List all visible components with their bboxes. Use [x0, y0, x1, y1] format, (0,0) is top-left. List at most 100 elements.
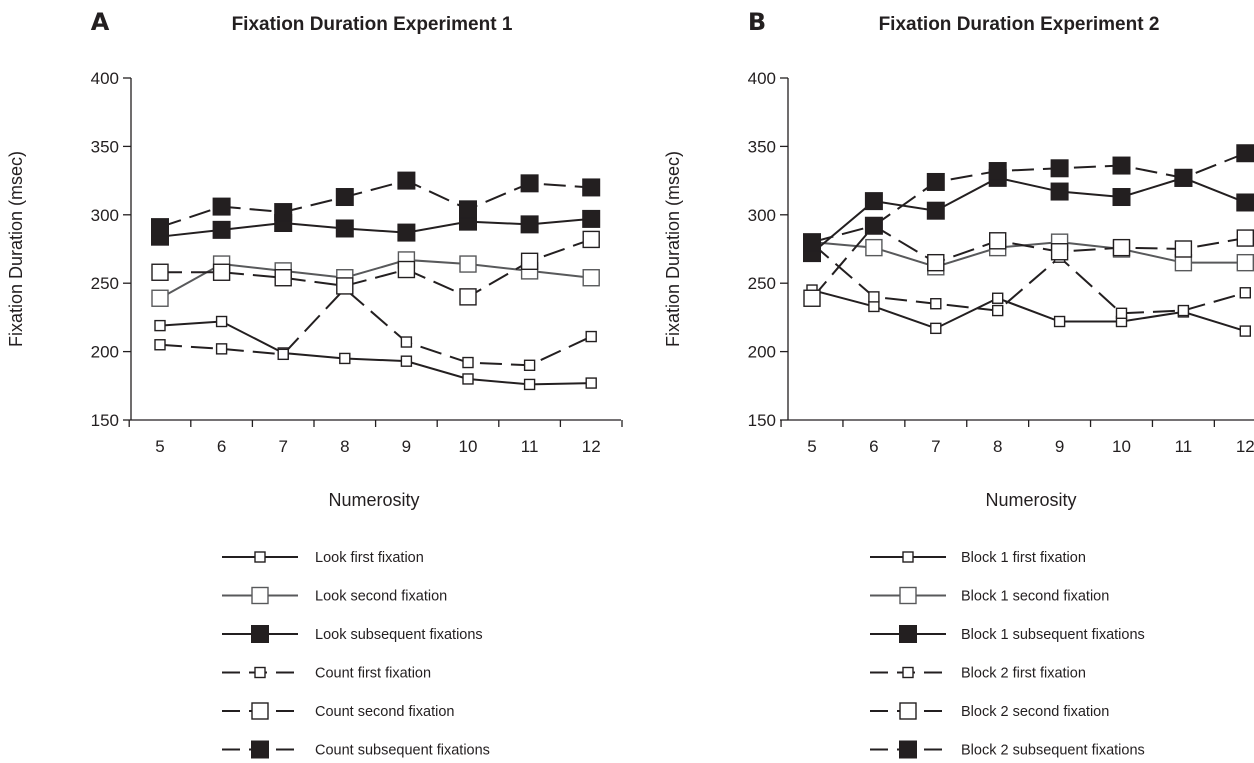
data-point: [154, 339, 166, 351]
data-point: [520, 174, 539, 193]
x-tick-label: 5: [155, 437, 164, 456]
data-point: [585, 377, 597, 389]
data-point: [868, 300, 880, 313]
data-point: [400, 336, 413, 348]
x-tick-label: 8: [340, 437, 349, 456]
data-point: [335, 188, 354, 207]
legend-label: Block 2 first fixation: [961, 666, 1086, 682]
legend-item: Block 2 first fixation: [870, 666, 1086, 682]
legend-label: Look second fixation: [315, 589, 447, 605]
y-tick-label: 300: [748, 206, 776, 225]
chart-panel-b: B Fixation Duration Experiment 2 150 200 250…: [663, 8, 1254, 759]
legend-item: Block 2 second fixation: [870, 702, 1109, 720]
legend-item: Look second fixation: [222, 586, 447, 605]
data-point: [151, 263, 169, 281]
legend-item: Block 1 first fixation: [870, 550, 1086, 566]
legend-item: Block 1 subsequent fixations: [870, 625, 1145, 643]
series-line: [159, 179, 592, 229]
panel-letter: A: [91, 8, 110, 36]
series-2: [159, 258, 592, 300]
y-tick-label: 200: [748, 343, 776, 362]
data-point: [582, 269, 600, 287]
data-point: [397, 260, 416, 279]
data-point: [215, 343, 228, 355]
y-tick-label: 350: [748, 137, 776, 156]
legend-marker: [251, 586, 269, 605]
x-tick-label: 7: [931, 437, 940, 456]
legend-label: Look first fixation: [315, 550, 424, 566]
legend: Block 1 first fixation Block 1 second fix…: [870, 550, 1145, 759]
data-point: [523, 378, 536, 391]
data-point: [1239, 325, 1252, 337]
y-tick-label: 400: [748, 69, 776, 88]
data-point: [1112, 188, 1131, 207]
series-6: [159, 179, 592, 229]
series-line: [159, 320, 592, 386]
x-axis-label: Numerosity: [328, 490, 419, 510]
data-point: [462, 373, 474, 385]
x-tick-label: 9: [402, 437, 411, 456]
data-point: [1050, 159, 1069, 178]
data-point: [1174, 240, 1193, 258]
y-axis-label: Fixation Duration (msec): [6, 151, 26, 347]
data-point: [803, 289, 821, 307]
y-tick-label: 300: [91, 206, 119, 225]
legend-item: Block 1 second fixation: [870, 586, 1109, 605]
data-point: [864, 192, 883, 211]
data-point: [1050, 243, 1069, 261]
data-point: [1112, 156, 1131, 175]
legend-label: Block 1 first fixation: [961, 550, 1086, 566]
y-tick-label: 400: [91, 69, 119, 88]
chart-title: Fixation Duration Experiment 2: [879, 14, 1160, 35]
x-tick-label: 5: [807, 437, 816, 456]
y-tick-label: 150: [748, 411, 776, 430]
data-point: [336, 277, 354, 295]
series-2: [811, 241, 1246, 268]
series-1: [159, 320, 592, 386]
data-point: [582, 209, 601, 228]
data-point: [926, 172, 945, 191]
legend-marker: [251, 740, 269, 759]
series-5: [160, 238, 592, 299]
legend-label: Block 2 second fixation: [961, 704, 1109, 720]
y-tick-label: 250: [748, 274, 776, 293]
y-tick-label: 150: [91, 411, 119, 430]
data-point: [277, 348, 289, 361]
series-3: [159, 217, 592, 238]
series-line: [811, 224, 1246, 299]
series-3: [811, 176, 1246, 254]
data-point: [864, 216, 883, 235]
legend-label: Count second fixation: [315, 704, 454, 720]
data-point: [212, 197, 231, 216]
legend-marker: [899, 702, 917, 720]
series-line: [811, 152, 1246, 244]
series-line: [811, 242, 1246, 315]
series-line: [811, 241, 1246, 268]
x-tick-label: 10: [459, 437, 478, 456]
x-tick-label: 12: [582, 437, 601, 456]
data-point: [274, 269, 292, 287]
data-point: [1239, 287, 1252, 299]
x-tick-label: 11: [521, 437, 539, 456]
data-point: [1236, 193, 1254, 212]
legend-marker: [254, 551, 266, 563]
chart-title: Fixation Duration Experiment 1: [232, 14, 513, 35]
data-point: [992, 304, 1004, 317]
data-point: [1115, 307, 1128, 319]
series-line: [160, 238, 592, 299]
data-point: [582, 230, 600, 249]
data-point: [992, 292, 1004, 304]
data-point: [397, 171, 416, 190]
data-point: [459, 288, 477, 306]
data-point: [1112, 238, 1131, 257]
legend-marker: [254, 666, 266, 679]
legend-item: Count subsequent fixations: [222, 740, 490, 759]
x-tick-label: 8: [993, 437, 1002, 456]
x-tick-label: 7: [278, 437, 287, 456]
data-point: [212, 220, 231, 239]
chart-panel-a: A Fixation Duration Experiment 1 150 200 250…: [6, 8, 623, 759]
x-tick-label: 9: [1055, 437, 1064, 456]
series-line: [811, 289, 1246, 333]
legend-label: Block 1 subsequent fixations: [961, 627, 1145, 643]
data-point: [989, 232, 1007, 250]
